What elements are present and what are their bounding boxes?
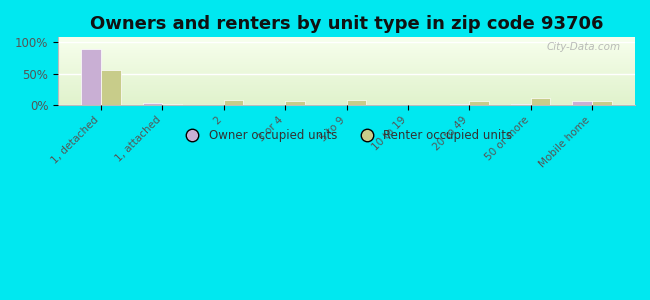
Bar [346, 100, 366, 105]
Bar [143, 103, 162, 105]
Bar [162, 104, 182, 105]
Legend: Owner occupied units, Renter occupied units: Owner occupied units, Renter occupied un… [176, 124, 517, 147]
Bar [469, 101, 489, 105]
Bar [573, 101, 592, 105]
Bar [285, 101, 305, 105]
Bar [592, 101, 612, 105]
Bar [530, 98, 551, 105]
Bar [81, 49, 101, 105]
Bar [224, 100, 244, 105]
Bar [511, 104, 530, 105]
Bar [101, 70, 121, 105]
Text: City-Data.com: City-Data.com [547, 42, 621, 52]
Title: Owners and renters by unit type in zip code 93706: Owners and renters by unit type in zip c… [90, 15, 603, 33]
Bar [450, 104, 469, 105]
